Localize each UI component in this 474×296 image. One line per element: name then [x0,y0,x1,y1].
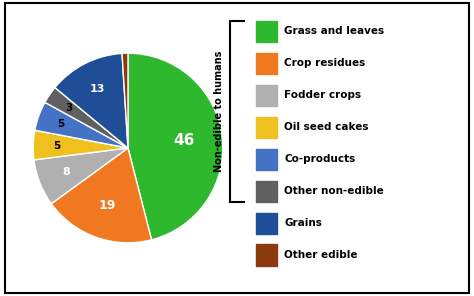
Text: 13: 13 [90,84,106,94]
Wedge shape [33,130,128,160]
Text: Non-edible to humans: Non-edible to humans [214,51,225,172]
Text: 5: 5 [57,119,65,129]
Text: 46: 46 [174,133,195,148]
Wedge shape [45,88,128,148]
Wedge shape [122,53,128,148]
Text: Oil seed cakes: Oil seed cakes [284,122,369,132]
Text: Co-products: Co-products [284,154,356,164]
Wedge shape [35,102,128,148]
Text: Grains: Grains [284,218,322,228]
Text: 8: 8 [63,168,70,177]
Wedge shape [51,148,152,243]
Text: Crop residues: Crop residues [284,58,365,68]
Wedge shape [55,53,128,148]
Text: 5: 5 [53,141,61,151]
Text: 3: 3 [65,103,73,113]
Text: 19: 19 [99,200,116,213]
Text: Fodder crops: Fodder crops [284,90,362,100]
Text: Grass and leaves: Grass and leaves [284,26,384,36]
Text: Other non-edible: Other non-edible [284,186,384,196]
Text: Other edible: Other edible [284,250,358,260]
Wedge shape [34,148,128,204]
Wedge shape [128,53,223,240]
